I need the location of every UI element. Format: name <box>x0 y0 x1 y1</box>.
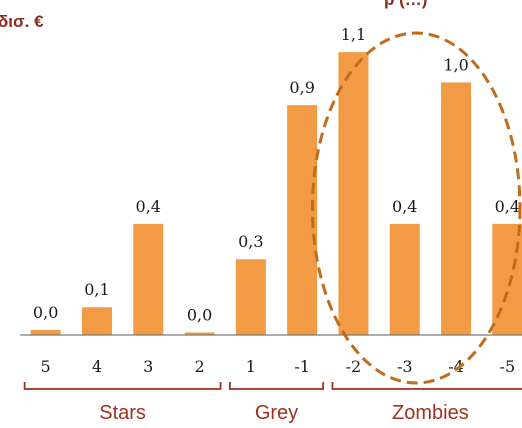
x-tick-2: 2 <box>194 357 204 376</box>
x-tick--2: -2 <box>346 357 362 376</box>
bar-2 <box>184 332 215 335</box>
bar-4 <box>81 307 112 335</box>
bar--5 <box>492 223 522 335</box>
x-tick-3: 3 <box>143 357 153 376</box>
value-labels-group: 0,0 0,1 0,4 0,0 0,3 0,9 1,1 0,4 1,0 0,4 <box>33 25 520 324</box>
x-tick--4: -4 <box>448 357 464 376</box>
bars-group <box>30 52 522 336</box>
bracket-zombies <box>331 382 522 390</box>
group-brackets: Stars Grey Zombies <box>23 382 522 424</box>
value-label--2: 1,1 <box>341 25 366 44</box>
value-label--3: 0,4 <box>392 197 417 216</box>
bar-1 <box>235 259 266 335</box>
value-label-2: 0,0 <box>187 305 212 324</box>
group-label-grey: Grey <box>255 402 298 424</box>
x-tick-5: 5 <box>41 357 51 376</box>
x-tick--5: -5 <box>500 357 516 376</box>
x-tick--1: -1 <box>294 357 310 376</box>
bar--3 <box>389 223 420 335</box>
x-tick-4: 4 <box>92 357 102 376</box>
group-label-zombies: Zombies <box>392 402 469 424</box>
value-label-5: 0,0 <box>33 303 58 322</box>
bracket-stars <box>23 382 222 390</box>
zombies-highlight-ellipse <box>310 31 522 385</box>
value-label--5: 0,4 <box>495 197 520 216</box>
value-label-3: 0,4 <box>136 197 161 216</box>
tick-labels-group: 5 4 3 2 1 -1 -2 -3 -4 -5 <box>41 357 516 376</box>
bar--2 <box>338 52 369 336</box>
bar--4 <box>441 82 472 335</box>
x-tick-1: 1 <box>246 357 256 376</box>
chart-title-fragment: p (…) <box>384 0 427 9</box>
bracket-grey <box>228 382 325 390</box>
value-label--1: 0,9 <box>289 78 314 97</box>
value-label-4: 0,1 <box>84 280 109 299</box>
group-label-stars: Stars <box>99 402 146 424</box>
bar-3 <box>133 223 164 335</box>
bar-5 <box>30 329 61 335</box>
value-label-1: 0,3 <box>238 232 263 251</box>
value-label--4: 1,0 <box>443 55 468 74</box>
x-tick--3: -3 <box>397 357 413 376</box>
unit-label: δισ. € <box>0 12 44 31</box>
